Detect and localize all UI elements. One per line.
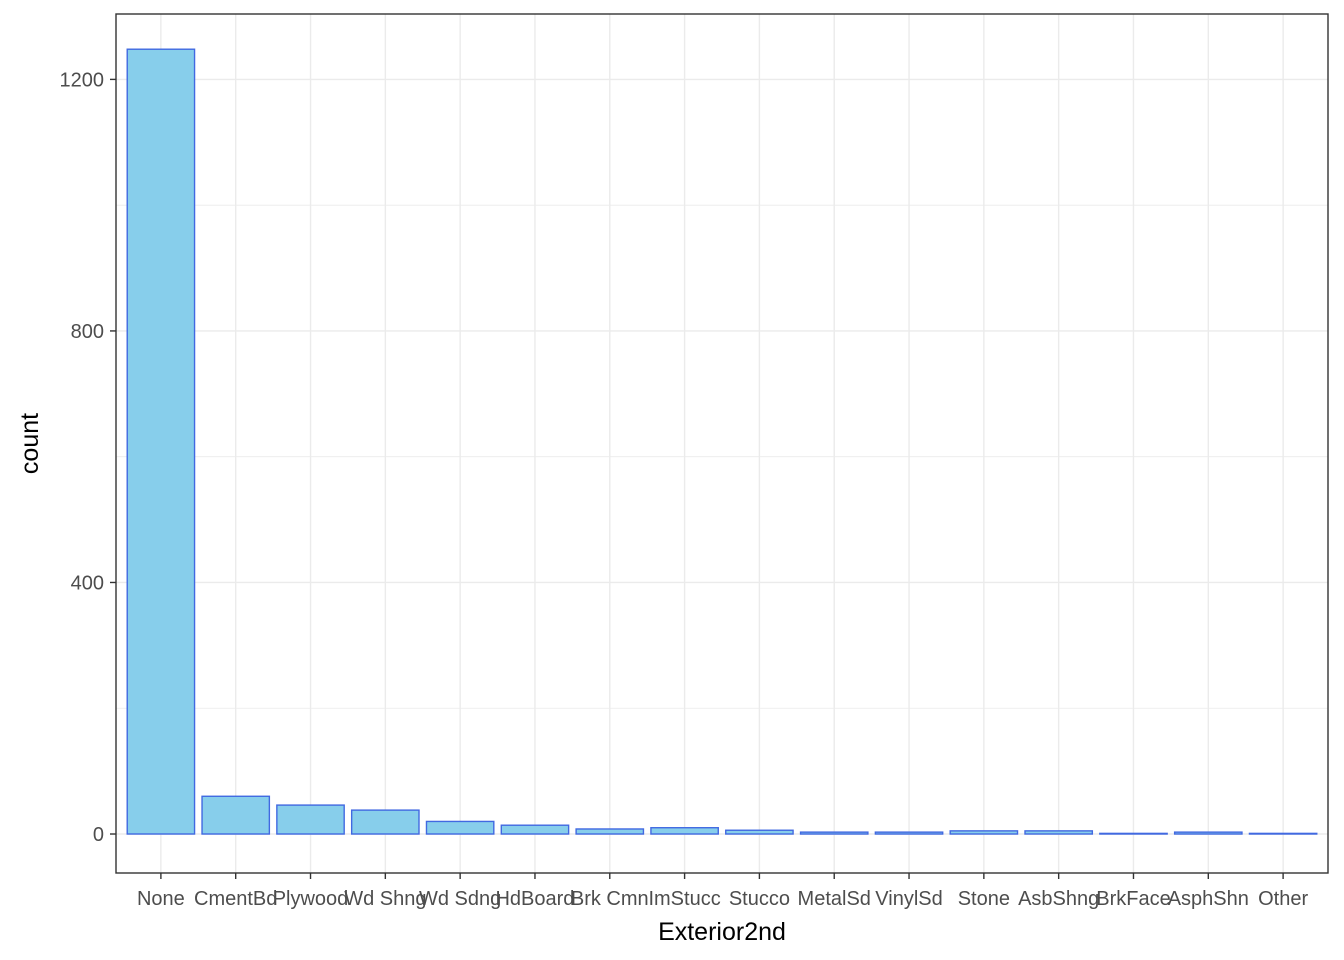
bar-none (126, 48, 196, 835)
x-tick-label: Brk Cmn (571, 888, 649, 910)
x-tick-label: Other (1258, 888, 1308, 910)
x-tick-label: Stucco (729, 888, 790, 910)
bar-cmentbd (201, 795, 271, 835)
x-tick-label: CmentBd (194, 888, 277, 910)
minor-gridlines (116, 204, 1328, 709)
panel-border (115, 13, 1329, 874)
x-tick-label: HdBoard (495, 888, 574, 910)
bar-metalsd (799, 831, 869, 835)
bar-wd-sdng (425, 820, 495, 835)
x-tick-label: MetalSd (798, 888, 871, 910)
bar-asbshng (1024, 830, 1094, 835)
bar-hdboard (500, 824, 570, 835)
y-tick-label: 800 (71, 321, 104, 343)
x-axis-title: Exterior2nd (658, 918, 786, 946)
x-tick-label: Stone (958, 888, 1010, 910)
bar-plywood (276, 804, 345, 835)
bar-imstucc (650, 827, 719, 835)
bar-asphshn (1173, 831, 1243, 835)
x-tick-label: AsbShng (1018, 888, 1099, 910)
y-tick-label: 0 (93, 824, 104, 846)
x-tick-label: Plywood (273, 888, 349, 910)
bar-brk-cmn (575, 828, 645, 835)
bars (126, 48, 1318, 835)
bar-wd-shng (350, 809, 420, 835)
bar-stone (949, 830, 1019, 835)
x-tick-label: Wd Shng (344, 888, 426, 910)
bar-stucco (725, 829, 794, 835)
x-tick-label: BrkFace (1096, 888, 1170, 910)
x-tick-label: VinylSd (875, 888, 942, 910)
y-tick-label: 400 (71, 572, 104, 594)
bar-vinylsd (874, 831, 944, 835)
x-tick-label: None (137, 888, 185, 910)
y-axis: 0 400 800 1200 (60, 69, 116, 846)
x-tick-label: Wd Sdng (419, 888, 501, 910)
x-tick-label: AsphShn (1168, 888, 1249, 910)
y-tick-label: 1200 (60, 69, 105, 91)
bar-other (1248, 832, 1318, 835)
x-tick-label: ImStucc (648, 888, 720, 910)
y-axis-title: count (16, 413, 44, 474)
bar-brkface (1099, 832, 1168, 835)
